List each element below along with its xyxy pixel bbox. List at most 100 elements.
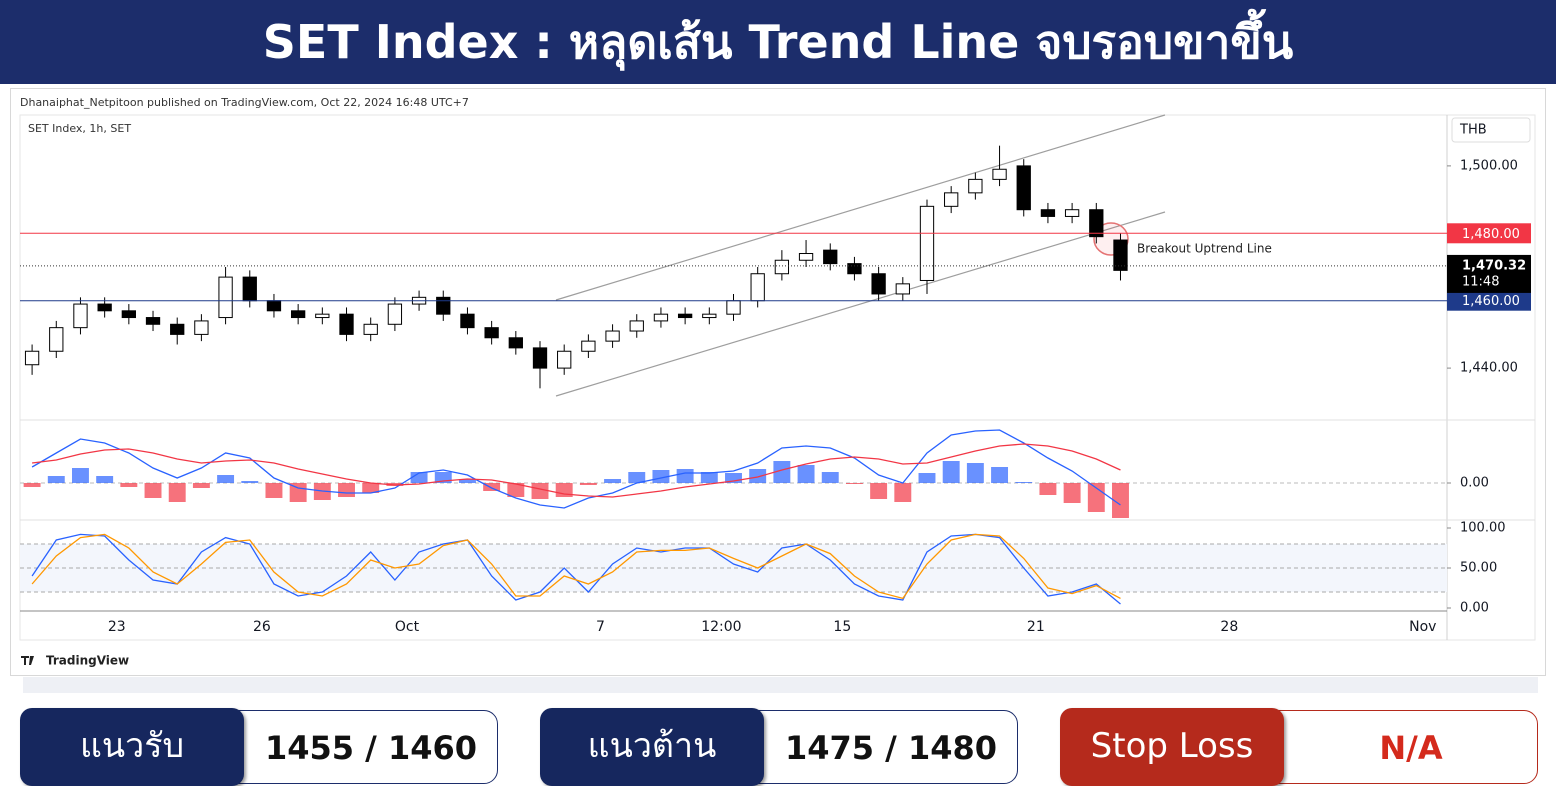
histogram-bar bbox=[1063, 483, 1081, 503]
candle-body bbox=[919, 205, 935, 281]
candle-body bbox=[24, 350, 40, 366]
panel-label: แนวรับ bbox=[20, 708, 244, 786]
candle-body bbox=[774, 259, 790, 275]
histogram-bar bbox=[797, 465, 815, 483]
candle-body bbox=[436, 296, 451, 315]
candle-body bbox=[798, 253, 814, 261]
last-price-label: 1,470.32 bbox=[1462, 258, 1526, 273]
macd-line bbox=[31, 429, 1121, 509]
annotation: Breakout Uptrend Line bbox=[1137, 242, 1272, 256]
candle-body bbox=[363, 323, 378, 335]
histogram-bar bbox=[628, 472, 646, 483]
level-label-box bbox=[1447, 223, 1531, 244]
y-tick-label: 0.00 bbox=[1460, 476, 1489, 491]
panel-value: N/A bbox=[1379, 729, 1443, 767]
panel-label: แนวต้าน bbox=[540, 708, 764, 786]
candle-body bbox=[847, 263, 862, 275]
level-label-box bbox=[1447, 290, 1531, 311]
histogram-bar bbox=[531, 483, 549, 499]
candle-body bbox=[170, 323, 185, 335]
candle-body bbox=[242, 276, 257, 302]
candle-body bbox=[653, 313, 669, 322]
candle-body bbox=[387, 303, 403, 325]
y-tick-label: 50.00 bbox=[1460, 561, 1497, 576]
logo: TradingView bbox=[46, 654, 129, 668]
last-price-time: 11:48 bbox=[1462, 274, 1499, 289]
histogram-bar bbox=[96, 476, 114, 483]
x-tick-label: Nov bbox=[1409, 619, 1436, 635]
plot-frame bbox=[19, 114, 1536, 641]
candle-body bbox=[218, 276, 233, 319]
x-tick-label: 23 bbox=[108, 619, 126, 635]
histogram-bar bbox=[217, 475, 235, 483]
histogram-bar bbox=[966, 463, 984, 483]
candle-body bbox=[49, 327, 64, 352]
x-tick-label: 15 bbox=[833, 619, 851, 635]
chart-frame bbox=[10, 88, 1546, 676]
candle-body bbox=[532, 347, 548, 369]
last-price-box bbox=[1447, 254, 1531, 293]
histogram-bar bbox=[1112, 483, 1129, 518]
footer-strip bbox=[23, 677, 1538, 693]
chart: Dhanaiphat_Netpitoon published on Tradin… bbox=[19, 96, 1536, 668]
y-tick-label: 1,500.00 bbox=[1460, 158, 1518, 173]
histogram-bar bbox=[144, 483, 162, 498]
histogram-bar bbox=[725, 473, 742, 483]
stoch-band bbox=[20, 544, 1447, 592]
x-tick-label: 21 bbox=[1027, 619, 1045, 635]
y-tick-label: 1,440.00 bbox=[1460, 361, 1518, 376]
logo-mark bbox=[21, 656, 34, 665]
candle-body bbox=[968, 178, 983, 194]
attribution: Dhanaiphat_Netpitoon published on Tradin… bbox=[20, 96, 469, 109]
candle-body bbox=[702, 313, 717, 319]
candle-body bbox=[194, 320, 209, 335]
candle-body bbox=[629, 320, 644, 332]
candle-body bbox=[121, 310, 136, 319]
histogram-bar bbox=[845, 483, 863, 484]
x-tick-label: Oct bbox=[395, 619, 420, 635]
candle-body bbox=[992, 168, 1007, 180]
candle-body bbox=[484, 327, 499, 339]
candle-body bbox=[605, 330, 620, 342]
resistance-panel: แนวต้าน 1475 / 1480 bbox=[540, 708, 1018, 786]
histogram-bar bbox=[168, 483, 186, 502]
symbol: SET Index, 1h, SET bbox=[28, 122, 131, 135]
histogram-bar bbox=[749, 469, 767, 483]
candle-body bbox=[726, 300, 741, 315]
x-tick-label: 26 bbox=[253, 619, 271, 635]
histogram-bar bbox=[289, 483, 307, 502]
channel-upper bbox=[555, 114, 1166, 301]
histogram-bar bbox=[821, 472, 839, 483]
histogram-bar bbox=[47, 476, 65, 483]
histogram-bar bbox=[676, 469, 694, 483]
histogram-bar bbox=[72, 468, 89, 483]
histogram-bar bbox=[604, 479, 622, 483]
x-tick-label: 12:00 bbox=[701, 619, 741, 635]
macd-line bbox=[32, 443, 1121, 498]
candle-body bbox=[97, 303, 112, 312]
candle-body bbox=[266, 300, 282, 312]
stoploss-panel: Stop Loss N/A bbox=[1060, 708, 1538, 786]
candle-body bbox=[460, 313, 475, 329]
histogram-bar bbox=[192, 483, 210, 488]
candle-body bbox=[823, 249, 838, 265]
candle-body bbox=[315, 313, 330, 319]
histogram-bar bbox=[241, 481, 259, 483]
candle-body bbox=[944, 192, 959, 207]
candle-body bbox=[73, 303, 88, 329]
candle-body bbox=[1089, 209, 1104, 238]
candle-body bbox=[290, 310, 306, 319]
histogram-bar bbox=[265, 483, 283, 498]
histogram-bar bbox=[870, 483, 888, 499]
candle-body bbox=[1113, 239, 1128, 271]
currency-box bbox=[1451, 117, 1531, 143]
x-tick-label: 28 bbox=[1220, 619, 1238, 635]
histogram-bar bbox=[338, 483, 355, 497]
candle-body bbox=[750, 273, 765, 302]
candle-body bbox=[1064, 209, 1080, 217]
histogram-bar bbox=[773, 461, 791, 483]
histogram-bar bbox=[434, 472, 452, 483]
header-title: SET Index : หลุดเส้น Trend Line จบรอบขาข… bbox=[0, 0, 1556, 84]
channel-lower bbox=[555, 211, 1166, 397]
